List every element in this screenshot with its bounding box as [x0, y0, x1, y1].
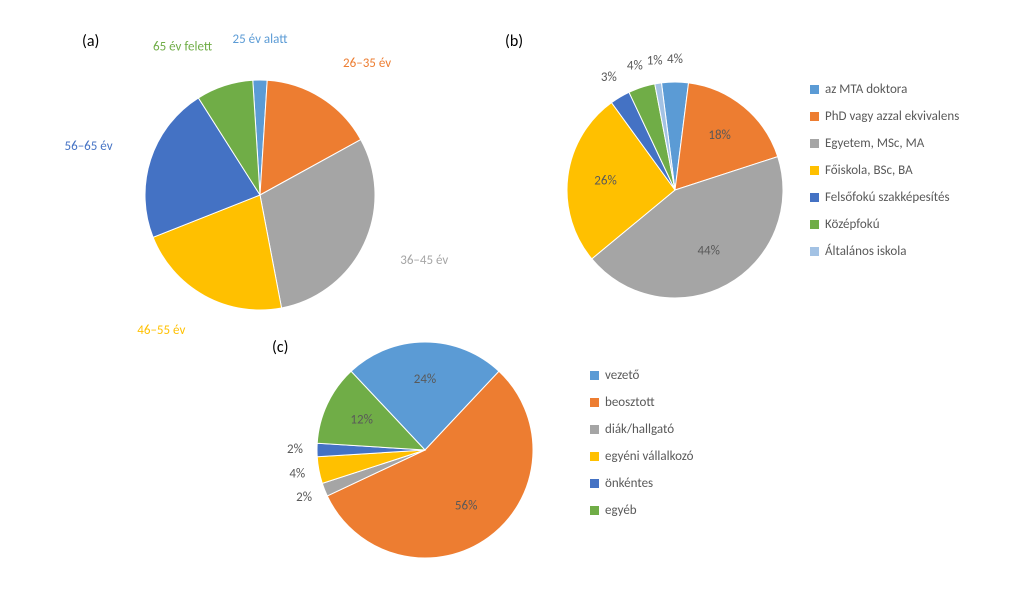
- chart_a-label-0: 25 év alatt: [233, 32, 289, 47]
- chart_a-label-3: 46–55 év: [137, 323, 185, 338]
- legend-swatch: [810, 85, 819, 94]
- legend-text: beosztott: [605, 395, 655, 410]
- chart_b-legend-item-6: Általános iskola: [810, 244, 959, 259]
- chart_b-legend-item-3: Főiskola, BSc, BA: [810, 163, 959, 178]
- chart_b-pct-6: 1%: [647, 54, 663, 69]
- legend-swatch: [810, 193, 819, 202]
- chart_c-legend-item-3: egyéni vállalkozó: [590, 449, 693, 464]
- legend-swatch: [810, 166, 819, 175]
- legend-text: az MTA doktora: [825, 82, 907, 97]
- chart_a-label-4: 56–65 év: [65, 139, 113, 154]
- legend-swatch: [810, 139, 819, 148]
- chart_a-label-5: 65 év felett: [153, 40, 213, 55]
- legend-swatch: [590, 371, 599, 380]
- legend-swatch: [810, 247, 819, 256]
- legend-text: Általános iskola: [825, 244, 906, 259]
- legend-swatch: [590, 506, 599, 515]
- chart_c-legend-item-4: önkéntes: [590, 476, 693, 491]
- legend-text: önkéntes: [605, 476, 653, 491]
- chart_b-pct-4: 3%: [601, 70, 617, 85]
- legend-text: Középfokú: [825, 217, 880, 232]
- chart_a-label-2: 36–45 év: [400, 253, 448, 268]
- legend-swatch: [590, 398, 599, 407]
- chart_c-legend-item-5: egyéb: [590, 503, 693, 518]
- legend-text: Főiskola, BSc, BA: [825, 163, 913, 178]
- legend-text: Egyetem, MSc, MA: [825, 136, 924, 151]
- legend-text: egyéb: [605, 503, 637, 518]
- chart_c-legend-item-1: beosztott: [590, 395, 693, 410]
- legend-text: diák/hallgató: [605, 422, 674, 437]
- chart_b-legend-item-4: Felsőfokú szakképesítés: [810, 190, 959, 205]
- chart_b-pct-0: 4%: [667, 52, 683, 67]
- legend-text: Felsőfokú szakképesítés: [825, 190, 950, 205]
- chart_a-label-1: 26–35 év: [343, 56, 391, 71]
- chart_b-pct-5: 4%: [627, 58, 643, 73]
- chart_c-legend-item-0: vezető: [590, 368, 693, 383]
- legend-swatch: [590, 479, 599, 488]
- chart_b-legend-item-0: az MTA doktora: [810, 82, 959, 97]
- legend-text: PhD vagy azzal ekvivalens: [825, 109, 959, 124]
- legend-chart-b: az MTA doktora PhD vagy azzal ekvivalens E…: [810, 82, 959, 271]
- chart_c-pct-3: 4%: [289, 466, 305, 481]
- legend-text: vezető: [605, 368, 639, 383]
- legend-swatch: [810, 220, 819, 229]
- legend-chart-c: vezető beosztott diák/hallgató egyéni válla…: [590, 368, 693, 530]
- chart_b-legend-item-5: Középfokú: [810, 217, 959, 232]
- chart_c-legend-item-2: diák/hallgató: [590, 422, 693, 437]
- chart_c-pct-4: 2%: [287, 442, 303, 457]
- legend-text: egyéni vállalkozó: [605, 449, 693, 464]
- legend-swatch: [590, 452, 599, 461]
- chart_c-pct-2: 2%: [296, 490, 312, 505]
- legend-swatch: [810, 112, 819, 121]
- legend-swatch: [590, 425, 599, 434]
- chart_b-legend-item-2: Egyetem, MSc, MA: [810, 136, 959, 151]
- chart_b-legend-item-1: PhD vagy azzal ekvivalens: [810, 109, 959, 124]
